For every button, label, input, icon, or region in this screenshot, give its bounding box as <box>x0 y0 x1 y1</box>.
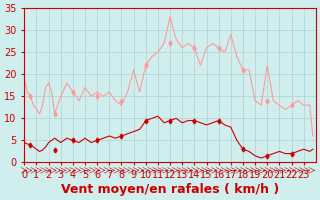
X-axis label: Vent moyen/en rafales ( km/h ): Vent moyen/en rafales ( km/h ) <box>61 183 279 196</box>
